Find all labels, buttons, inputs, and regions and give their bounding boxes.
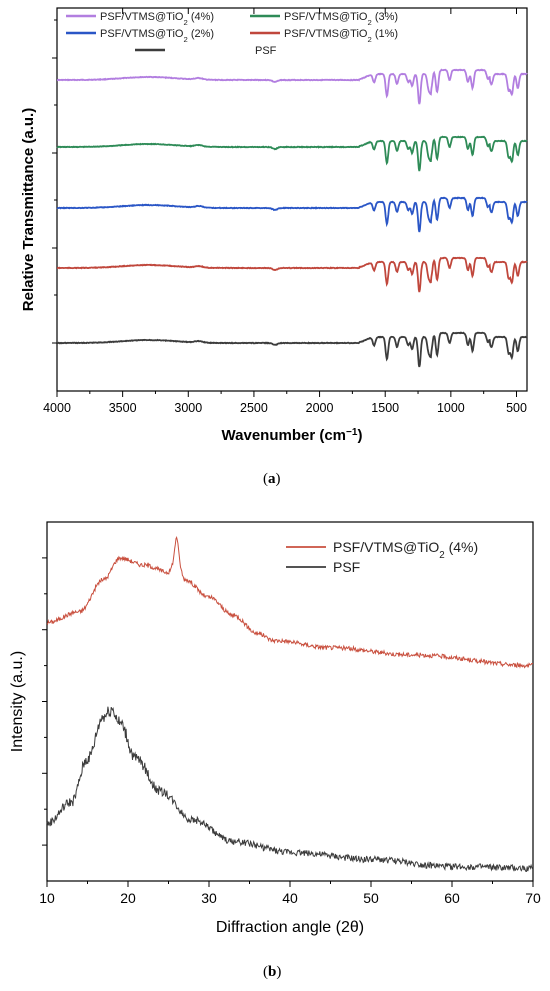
- spectra: [56, 68, 528, 368]
- legend: PSF/VTMS@TiO2 (4%)PSF: [286, 539, 478, 575]
- series-line-0: [56, 68, 528, 105]
- x-tick-label-500: 500: [506, 401, 527, 415]
- x-axis-label: Wavenumber (cm−1): [222, 427, 363, 445]
- x-tick-label-2500: 2500: [240, 401, 268, 415]
- x-tick-label-3000: 3000: [174, 401, 202, 415]
- legend-label-0: PSF/VTMS@TiO2 (4%): [100, 11, 214, 27]
- x-tick-label-20: 20: [120, 890, 136, 906]
- x-tick-label-30: 30: [201, 890, 217, 906]
- x-tick-label-1500: 1500: [371, 401, 399, 415]
- x-tick-label-10: 10: [39, 890, 55, 906]
- ftir-panel: 4000 3500 3000 2500 2000 1500 1000 500 Wavenumbe…: [20, 7, 528, 445]
- x-tick-label-40: 40: [282, 890, 298, 906]
- series-lines: [46, 535, 534, 873]
- xrd-panel: 10 20 30 40 50 60 70 Diffraction angle (2θ) Inte…: [9, 521, 541, 936]
- caption-b: (b): [263, 964, 282, 980]
- series-line-1: [56, 135, 528, 172]
- x-tick-label-1000: 1000: [437, 401, 465, 415]
- plot-frame: [46, 521, 534, 882]
- legend-label-4: PSF: [255, 45, 277, 57]
- series-line-4: [56, 331, 528, 368]
- caption-a: (a): [263, 471, 281, 487]
- y-axis-label: Relative Transmittance (a.u.): [20, 108, 37, 311]
- y-axis-label: Intensity (a.u.): [9, 651, 26, 752]
- x-tick-label-2000: 2000: [306, 401, 334, 415]
- x-tick-label-4000: 4000: [43, 401, 71, 415]
- legend-label-1: PSF/VTMS@TiO2 (3%): [284, 11, 398, 27]
- x-tick-label-3500: 3500: [109, 401, 137, 415]
- series-line-3: [57, 256, 528, 293]
- series-line-0: [46, 535, 534, 669]
- series-line-1: [46, 706, 534, 873]
- legend-label-2: PSF/VTMS@TiO2 (2%): [100, 28, 214, 44]
- x-axis-label: Diffraction angle (2θ): [216, 919, 364, 936]
- legend: PSF/VTMS@TiO2 (4%) PSF/VTMS@TiO2 (3%)PSF/…: [66, 11, 398, 57]
- x-tick-label-70: 70: [525, 890, 541, 906]
- x-tick-label-50: 50: [363, 890, 379, 906]
- x-tick-label-60: 60: [444, 890, 460, 906]
- legend-label-0: PSF/VTMS@TiO2 (4%): [333, 539, 478, 561]
- legend-label-3: PSF/VTMS@TiO2 (1%): [284, 28, 398, 44]
- series-line-2: [56, 196, 528, 233]
- legend-label-1: PSF: [333, 559, 360, 575]
